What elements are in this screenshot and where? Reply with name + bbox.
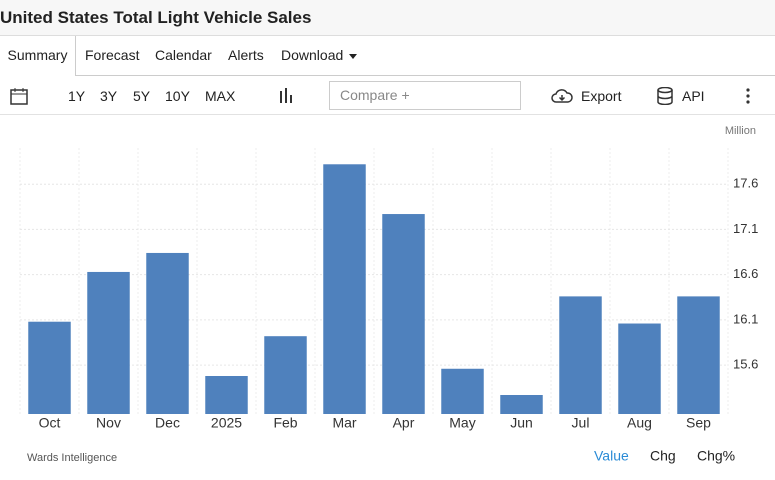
x-tick-label: May bbox=[449, 415, 475, 431]
compare-input[interactable]: Compare + bbox=[329, 81, 521, 110]
x-tick-label: Dec bbox=[155, 415, 180, 431]
y-tick-label: 17.1 bbox=[733, 221, 758, 236]
x-tick-label: 2025 bbox=[211, 415, 242, 431]
caret-icon bbox=[349, 53, 358, 59]
range-button[interactable]: 5Y bbox=[133, 88, 151, 104]
more-icon[interactable] bbox=[745, 88, 751, 104]
bar bbox=[677, 296, 720, 414]
unit-label: Million bbox=[725, 125, 756, 137]
x-tick-label: Jun bbox=[510, 415, 533, 431]
bar bbox=[146, 252, 189, 414]
api-icon[interactable] bbox=[657, 87, 673, 105]
x-tick-label: Apr bbox=[393, 415, 415, 431]
bar bbox=[323, 164, 366, 414]
tab[interactable]: Alerts bbox=[228, 47, 264, 63]
view-toggle[interactable]: Value bbox=[594, 448, 629, 464]
bar bbox=[618, 323, 661, 414]
y-tick-label: 16.6 bbox=[733, 266, 758, 281]
toolbar: 1Y 3Y 5Y 10Y MAX Compare + Export API bbox=[0, 76, 775, 115]
x-tick-label: Nov bbox=[96, 415, 121, 431]
export-icon[interactable] bbox=[551, 88, 573, 104]
bar bbox=[264, 336, 307, 414]
x-tick-label: Feb bbox=[273, 415, 297, 431]
range-button[interactable]: 1Y bbox=[68, 88, 86, 104]
tab-bar: Summary Forecast Calendar Alerts Downloa… bbox=[0, 36, 775, 76]
bar bbox=[382, 214, 425, 414]
x-tick-label: Oct bbox=[39, 415, 61, 431]
export-button[interactable]: Export bbox=[581, 88, 622, 104]
x-tick-label: Jul bbox=[572, 415, 590, 431]
range-button[interactable]: 3Y bbox=[100, 88, 118, 104]
api-button[interactable]: API bbox=[682, 88, 705, 104]
y-tick-label: 15.6 bbox=[733, 357, 758, 372]
tab[interactable]: Calendar bbox=[155, 47, 212, 63]
y-tick-label: 17.6 bbox=[733, 176, 758, 191]
x-tick-label: Mar bbox=[332, 415, 356, 431]
bar bbox=[500, 395, 543, 414]
bar bbox=[559, 296, 602, 414]
tab[interactable]: Summary bbox=[0, 36, 76, 76]
bar bbox=[87, 271, 130, 414]
bar bbox=[205, 376, 248, 414]
view-toggle[interactable]: Chg bbox=[650, 448, 676, 464]
tab-label[interactable]: Download bbox=[281, 47, 344, 63]
x-tick-label: Aug bbox=[627, 415, 652, 431]
bar bbox=[441, 368, 484, 414]
calendar-icon[interactable] bbox=[10, 87, 28, 105]
range-button[interactable]: 10Y bbox=[165, 88, 190, 104]
view-toggle[interactable]: Chg% bbox=[697, 448, 735, 464]
tab[interactable]: Download bbox=[281, 36, 358, 76]
page-title: United States Total Light Vehicle Sales bbox=[0, 0, 775, 36]
range-button[interactable]: MAX bbox=[205, 88, 236, 104]
bar bbox=[28, 321, 71, 414]
x-tick-label: Sep bbox=[686, 415, 711, 431]
tab[interactable]: Forecast bbox=[85, 47, 140, 63]
chart-type-icon[interactable] bbox=[279, 88, 295, 104]
source-label: Wards Intelligence bbox=[27, 452, 117, 464]
y-tick-label: 16.1 bbox=[733, 311, 758, 326]
chart: Million Wards Intelligence Value Chg Chg… bbox=[19, 125, 758, 464]
